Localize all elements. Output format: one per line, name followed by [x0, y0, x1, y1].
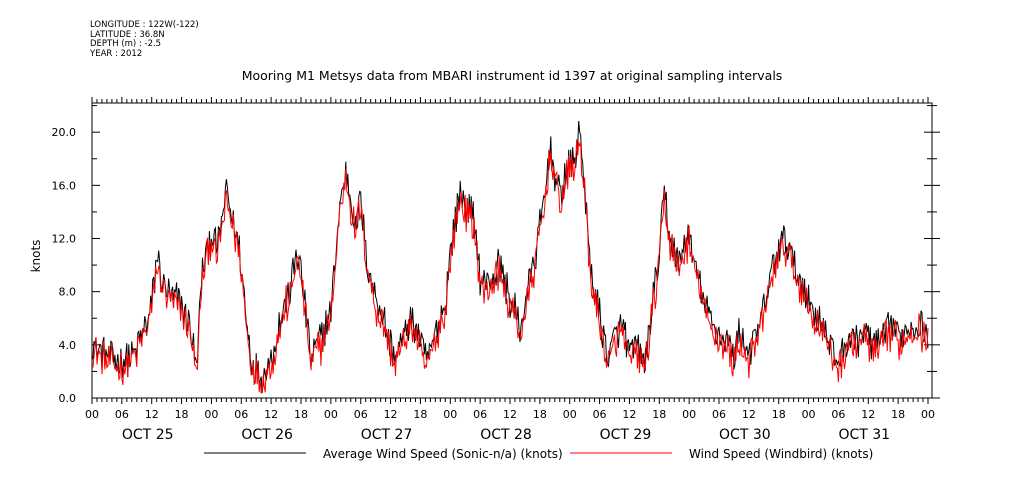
day-label: OCT 31 — [838, 427, 890, 443]
x-tick-label: 18 — [772, 408, 786, 421]
y-tick-label: 8.0 — [59, 286, 77, 299]
day-label: OCT 29 — [600, 427, 652, 443]
y-tick-label: 4.0 — [59, 339, 77, 352]
day-label: OCT 28 — [480, 427, 532, 443]
day-label: OCT 27 — [361, 427, 413, 443]
y-tick-label: 0.0 — [59, 392, 77, 405]
x-tick-label: 18 — [652, 408, 666, 421]
axis-ticks: 00 06 12 18 00 06 12 18 00 06 12 18 00 06 12 18 00 06 12 18… — [52, 97, 940, 443]
plot-frame — [91, 102, 933, 399]
y-tick-label: 12.0 — [52, 233, 77, 246]
y-tick-label: 16.0 — [52, 179, 77, 192]
x-tick-label: 12 — [622, 408, 636, 421]
x-tick-label: 06 — [831, 408, 845, 421]
day-label: OCT 25 — [122, 427, 174, 443]
x-tick-label: 00 — [324, 408, 338, 421]
longitude-line: LONGITUDE : 122W(-122) — [90, 20, 199, 30]
series-line — [91, 120, 929, 393]
x-tick-label: 12 — [145, 408, 159, 421]
x-tick-label: 12 — [264, 408, 278, 421]
y-axis-label: knots — [29, 240, 43, 273]
chart-legend: Average Wind Speed (Sonic-n/a) (knots) Wi… — [204, 447, 873, 461]
x-tick-label: 06 — [115, 408, 129, 421]
y-tick-label: 20.0 — [52, 126, 77, 139]
x-tick-label: 12 — [503, 408, 517, 421]
x-tick-label: 12 — [384, 408, 398, 421]
year-line: YEAR : 2012 — [90, 48, 143, 59]
series-line — [91, 139, 929, 395]
x-tick-label: 00 — [443, 408, 457, 421]
legend-label: Wind Speed (Windbird) (knots) — [689, 447, 873, 461]
x-tick-label: 06 — [354, 408, 368, 421]
chart-title: Mooring M1 Metsys data from MBARI instru… — [242, 68, 783, 83]
x-tick-label: 12 — [742, 408, 756, 421]
x-tick-label: 06 — [712, 408, 726, 421]
x-tick-label: 18 — [175, 408, 189, 421]
x-tick-label: 00 — [204, 408, 218, 421]
day-label: OCT 30 — [719, 427, 771, 443]
x-tick-label: 00 — [921, 408, 935, 421]
x-tick-label: 18 — [413, 408, 427, 421]
series-layer — [91, 120, 929, 395]
plot-border — [91, 102, 933, 399]
x-tick-label: 18 — [891, 408, 905, 421]
x-tick-label: 00 — [563, 408, 577, 421]
x-tick-label: 00 — [682, 408, 696, 421]
metadata-block: LONGITUDE : 122W(-122) LATITUDE : 36.8N … — [90, 20, 199, 59]
x-tick-label: 00 — [85, 408, 99, 421]
x-tick-label: 00 — [802, 408, 816, 421]
depth-line: DEPTH (m) : -2.5 — [90, 39, 162, 49]
x-tick-label: 06 — [593, 408, 607, 421]
x-tick-label: 12 — [861, 408, 875, 421]
x-tick-label: 18 — [533, 408, 547, 421]
day-label: OCT 26 — [241, 427, 293, 443]
x-tick-label: 06 — [473, 408, 487, 421]
legend-label: Average Wind Speed (Sonic-n/a) (knots) — [323, 447, 563, 461]
x-tick-label: 06 — [234, 408, 248, 421]
latitude-line: LATITUDE : 36.8N — [90, 29, 165, 40]
x-tick-label: 18 — [294, 408, 308, 421]
